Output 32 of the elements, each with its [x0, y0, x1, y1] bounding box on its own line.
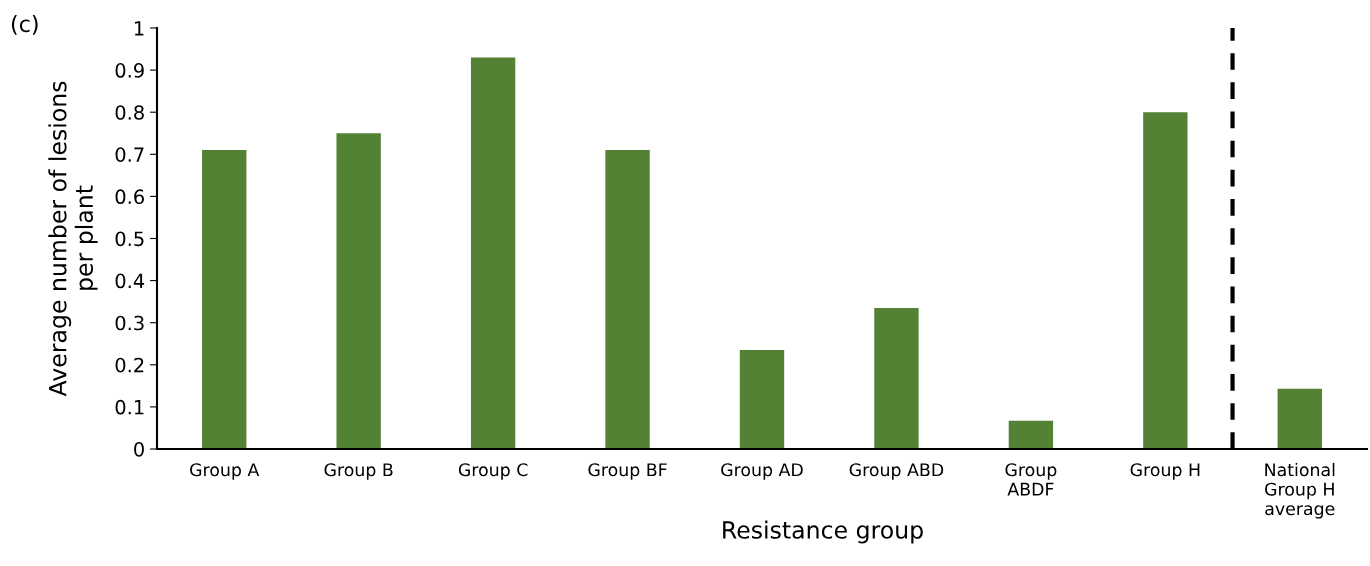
- x-tick-label: Group BF: [588, 463, 667, 480]
- x-tick-label: Group AD: [721, 463, 803, 480]
- y-tick-label: 0: [134, 441, 144, 457]
- x-tick-label: Group C: [458, 463, 528, 480]
- bar: [605, 150, 650, 449]
- y-tick-label: 0.1: [115, 399, 144, 415]
- y-tick-label: 0.9: [115, 63, 144, 78]
- bar: [202, 150, 247, 449]
- y-tick-label: 0.8: [115, 105, 144, 120]
- bar: [874, 307, 919, 449]
- y-tick-label: 0.2: [115, 357, 144, 373]
- bar: [1008, 420, 1054, 449]
- x-tick-label: Group ABDF: [1005, 463, 1057, 496]
- x-tick-label: National Group H average: [1265, 462, 1335, 519]
- bar: [336, 133, 381, 449]
- bar: [470, 57, 516, 449]
- y-tick-label: 0.7: [115, 147, 144, 162]
- y-tick-label: 0.5: [115, 231, 144, 247]
- x-tick-label: Group B: [324, 463, 393, 480]
- bar: [1143, 112, 1188, 449]
- x-tick-label: Group ABD: [849, 463, 944, 480]
- y-tick-label: 0.4: [115, 273, 145, 289]
- y-tick-label: 0.3: [115, 315, 144, 331]
- bar: [1277, 388, 1322, 449]
- y-tick-label: 1: [134, 21, 144, 36]
- bar: [739, 350, 785, 449]
- x-tick-label: Group H: [1130, 463, 1200, 480]
- y-axis-title: Average number of lesions per plant: [48, 81, 98, 397]
- text: (c): [11, 15, 38, 35]
- x-tick-label: Group A: [190, 463, 260, 480]
- y-tick-label: 0.6: [115, 189, 144, 205]
- x-axis-title: Resistance group: [723, 520, 923, 544]
